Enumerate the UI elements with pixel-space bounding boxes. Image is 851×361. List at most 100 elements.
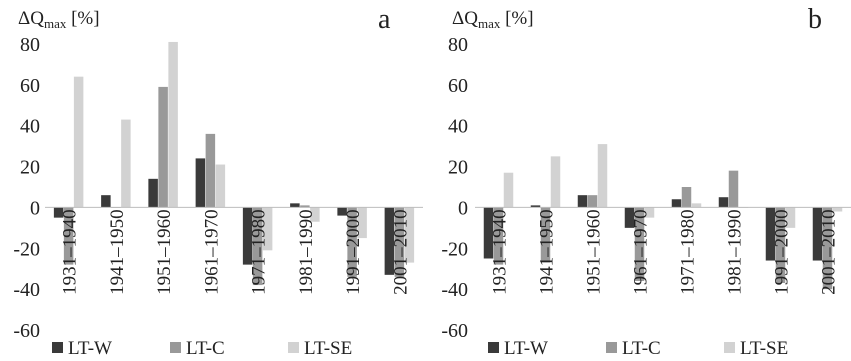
- bar-lt-w: [195, 158, 206, 208]
- bar-lt-se: [121, 119, 131, 208]
- x-tick-label: 1941–1950: [537, 209, 558, 295]
- y-tick-label: 60: [448, 75, 468, 97]
- x-tick-label: 1981–1990: [296, 209, 317, 295]
- x-tick-label: 1961–1970: [631, 209, 652, 295]
- bar-lt-c: [300, 205, 310, 208]
- bar-lt-se: [262, 207, 273, 251]
- x-tick-label: 1981–1990: [725, 209, 746, 295]
- y-tick-label: -60: [13, 320, 40, 342]
- panel-label: a: [378, 4, 391, 35]
- y-axis-title-main: ΔQ: [452, 8, 478, 29]
- y-tick-label: -40: [13, 279, 40, 301]
- legend-swatch: [724, 342, 735, 353]
- y-tick-label: 60: [20, 75, 40, 97]
- bar-lt-w: [624, 207, 635, 228]
- x-tick-label: 1991–2000: [772, 209, 793, 295]
- x-tick-label: 1991–2000: [343, 209, 364, 295]
- bar-lt-w: [242, 207, 253, 265]
- bar-lt-c: [252, 207, 263, 286]
- bar-lt-c: [681, 187, 692, 208]
- bar-lt-c: [493, 207, 504, 265]
- y-axis-title-unit: [%]: [500, 8, 533, 29]
- bar-lt-w: [812, 207, 823, 261]
- y-tick-label: -40: [441, 279, 468, 301]
- bar-lt-se: [691, 203, 702, 208]
- legend-label: LT-W: [504, 338, 548, 359]
- x-tick-label: 1971–1980: [249, 209, 270, 295]
- bar-lt-c: [63, 207, 74, 265]
- x-tick-label: 1951–1960: [154, 209, 175, 295]
- x-tick-label: 1971–1980: [678, 209, 699, 295]
- y-tick-label: -20: [13, 238, 40, 260]
- x-tick-label: 1941–1950: [107, 209, 128, 295]
- bar-lt-se: [404, 207, 415, 263]
- legend-swatch: [488, 342, 499, 353]
- panel-label: b: [808, 4, 822, 35]
- bar-lt-c: [775, 207, 786, 284]
- y-axis-title: ΔQmax [%]: [18, 8, 100, 31]
- bar-lt-w: [483, 207, 494, 259]
- bar-lt-se: [168, 41, 178, 208]
- bar-lt-w: [337, 207, 347, 216]
- legend-label: LT-C: [622, 338, 661, 359]
- bar-lt-se: [73, 76, 84, 208]
- bar-lt-w: [148, 178, 158, 208]
- x-tick-label: 1961–1970: [201, 209, 222, 295]
- bar-lt-se: [785, 207, 796, 228]
- y-axis-title-subscript: max: [478, 16, 501, 31]
- y-tick-label: 20: [20, 157, 40, 179]
- legend-swatch: [288, 342, 299, 353]
- bar-lt-c: [822, 207, 833, 290]
- y-tick-label: 0: [30, 197, 40, 219]
- bar-lt-w: [718, 197, 729, 208]
- bar-lt-w: [765, 207, 776, 261]
- y-tick-label: 80: [20, 34, 40, 56]
- x-tick-label: 1951–1960: [584, 209, 605, 295]
- bar-lt-c: [540, 207, 551, 263]
- y-axis-title: ΔQmax [%]: [452, 8, 534, 31]
- legend-swatch: [170, 342, 181, 353]
- bar-lt-se: [357, 207, 367, 239]
- bar-lt-se: [310, 207, 320, 222]
- legend-label: LT-C: [186, 338, 225, 359]
- y-axis-title-subscript: max: [44, 16, 67, 31]
- chart-panel-a: 80 60 40 20 0 -20 -40 -60 ΔQmax [%] a 1931–1940 194…: [13, 4, 423, 359]
- y-tick-label: 80: [448, 34, 468, 56]
- bar-lt-c: [587, 195, 598, 208]
- chart-panel-b: 80 60 40 20 0 -20 -40 -60 ΔQmax [%] b 1931–1940 194…: [441, 4, 851, 359]
- legend-swatch: [606, 342, 617, 353]
- bar-lt-w: [290, 203, 300, 208]
- bar-lt-c: [158, 86, 168, 208]
- x-tick-label: 2001–2010: [390, 209, 411, 295]
- bar-lt-w: [530, 205, 541, 208]
- bar-lt-w: [101, 195, 111, 208]
- y-tick-label: 20: [448, 157, 468, 179]
- bar-lt-se: [832, 207, 843, 212]
- bar-lt-w: [53, 207, 64, 218]
- x-tick-label: 1931–1940: [490, 209, 511, 295]
- y-tick-label: 40: [448, 116, 468, 138]
- legend-label: LT-SE: [740, 338, 788, 359]
- y-tick-label: -20: [441, 238, 468, 260]
- bar-lt-se: [644, 207, 655, 218]
- bar-lt-w: [671, 199, 682, 208]
- legend-label: LT-W: [68, 338, 112, 359]
- bar-lt-w: [384, 207, 395, 275]
- bar-lt-c: [728, 170, 739, 208]
- legend-label: LT-SE: [304, 338, 352, 359]
- bar-lt-c: [347, 207, 357, 277]
- bar-lt-se: [215, 164, 226, 208]
- bar-lt-c: [634, 207, 645, 281]
- y-tick-label: 0: [458, 197, 468, 219]
- bar-lt-se: [597, 144, 608, 208]
- legend-swatch: [52, 342, 63, 353]
- bar-lt-c: [394, 207, 405, 277]
- x-tick-label: 1931–1940: [60, 209, 81, 295]
- y-axis-title-unit: [%]: [66, 8, 99, 29]
- x-tick-label: 2001–2010: [819, 209, 840, 295]
- y-axis-title-main: ΔQ: [18, 8, 44, 29]
- bar-lt-c: [205, 133, 216, 208]
- bar-lt-se: [550, 156, 561, 208]
- y-tick-label: 40: [20, 116, 40, 138]
